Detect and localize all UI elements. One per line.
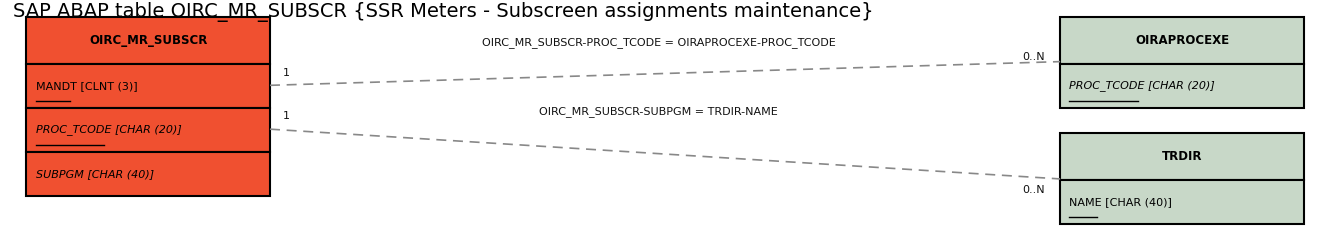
Text: 0..N: 0..N (1022, 52, 1044, 62)
FancyBboxPatch shape (1060, 64, 1304, 108)
Text: SAP ABAP table OIRC_MR_SUBSCR {SSR Meters - Subscreen assignments maintenance}: SAP ABAP table OIRC_MR_SUBSCR {SSR Meter… (13, 2, 873, 22)
FancyBboxPatch shape (1060, 180, 1304, 224)
FancyBboxPatch shape (26, 64, 270, 108)
Text: OIRAPROCEXE: OIRAPROCEXE (1135, 34, 1229, 47)
FancyBboxPatch shape (1060, 133, 1304, 180)
FancyBboxPatch shape (26, 152, 270, 196)
FancyBboxPatch shape (26, 108, 270, 152)
FancyBboxPatch shape (1060, 17, 1304, 64)
Text: TRDIR: TRDIR (1162, 150, 1202, 163)
Text: SUBPGM [CHAR (40)]: SUBPGM [CHAR (40)] (36, 169, 154, 179)
Text: PROC_TCODE [CHAR (20)]: PROC_TCODE [CHAR (20)] (1069, 80, 1216, 91)
Text: 1: 1 (283, 68, 290, 78)
Text: PROC_TCODE [CHAR (20)]: PROC_TCODE [CHAR (20)] (36, 124, 182, 135)
Text: OIRC_MR_SUBSCR: OIRC_MR_SUBSCR (90, 34, 207, 47)
Text: OIRC_MR_SUBSCR-PROC_TCODE = OIRAPROCEXE-PROC_TCODE: OIRC_MR_SUBSCR-PROC_TCODE = OIRAPROCEXE-… (482, 37, 835, 48)
Text: OIRC_MR_SUBSCR-SUBPGM = TRDIR-NAME: OIRC_MR_SUBSCR-SUBPGM = TRDIR-NAME (539, 106, 778, 117)
Text: MANDT [CLNT (3)]: MANDT [CLNT (3)] (36, 81, 137, 91)
Text: NAME [CHAR (40)]: NAME [CHAR (40)] (1069, 197, 1172, 207)
Text: 1: 1 (283, 111, 290, 121)
FancyBboxPatch shape (26, 17, 270, 64)
Text: 0..N: 0..N (1022, 185, 1044, 195)
